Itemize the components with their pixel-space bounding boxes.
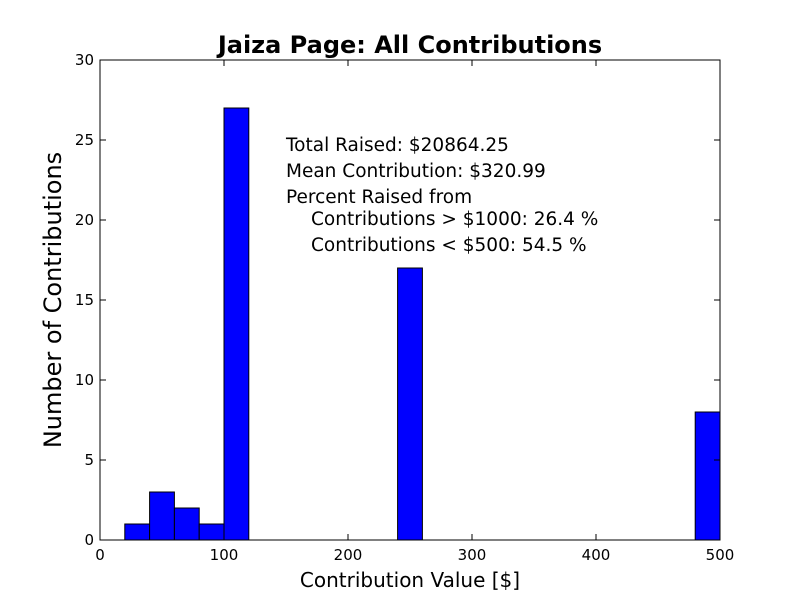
histogram-bar-5 bbox=[397, 267, 423, 541]
histogram-bar-1 bbox=[149, 491, 175, 541]
x-tick-label-2: 200 bbox=[334, 546, 363, 564]
x-tick-label-0: 0 bbox=[95, 546, 105, 564]
y-tick-label-1: 5 bbox=[84, 451, 94, 469]
annotation-mean: Mean Contribution: $320.99 bbox=[286, 161, 546, 182]
bars-group bbox=[124, 107, 721, 541]
histogram-bar-3 bbox=[198, 523, 225, 541]
x-tick-label-5: 500 bbox=[706, 546, 735, 564]
histogram-bar-6 bbox=[694, 411, 721, 541]
histogram-bar-4 bbox=[223, 107, 250, 541]
y-tick-label-3: 15 bbox=[75, 291, 94, 309]
x-tick-label-4: 400 bbox=[582, 546, 611, 564]
annotation-block: Total Raised: $20864.25 Mean Contributio… bbox=[285, 135, 598, 256]
histogram-bar-2 bbox=[173, 507, 200, 541]
x-tick-label-1: 100 bbox=[210, 546, 239, 564]
y-tick-label-6: 30 bbox=[75, 51, 94, 69]
y-axis-label: Number of Contributions bbox=[39, 152, 67, 448]
ticks-group: 0 100 200 300 400 500 0 5 10 15 20 25 30 bbox=[75, 51, 734, 564]
plot-frame bbox=[99, 59, 721, 541]
x-tick-label-3: 300 bbox=[458, 546, 487, 564]
annotation-total: Total Raised: $20864.25 bbox=[285, 135, 509, 156]
chart-title: Jaiza Page: All Contributions bbox=[216, 31, 602, 59]
y-tick-label-2: 10 bbox=[75, 371, 94, 389]
y-tick-label-5: 25 bbox=[75, 131, 94, 149]
histogram-bar-0 bbox=[124, 523, 151, 541]
annotation-under-500: Contributions < $500: 54.5 % bbox=[311, 235, 587, 256]
y-tick-label-4: 20 bbox=[75, 211, 94, 229]
annotation-percent-header: Percent Raised from bbox=[286, 187, 472, 208]
y-tick-label-0: 0 bbox=[84, 531, 94, 549]
x-axis-label: Contribution Value [$] bbox=[300, 568, 520, 592]
annotation-over-1000: Contributions > $1000: 26.4 % bbox=[311, 209, 598, 230]
